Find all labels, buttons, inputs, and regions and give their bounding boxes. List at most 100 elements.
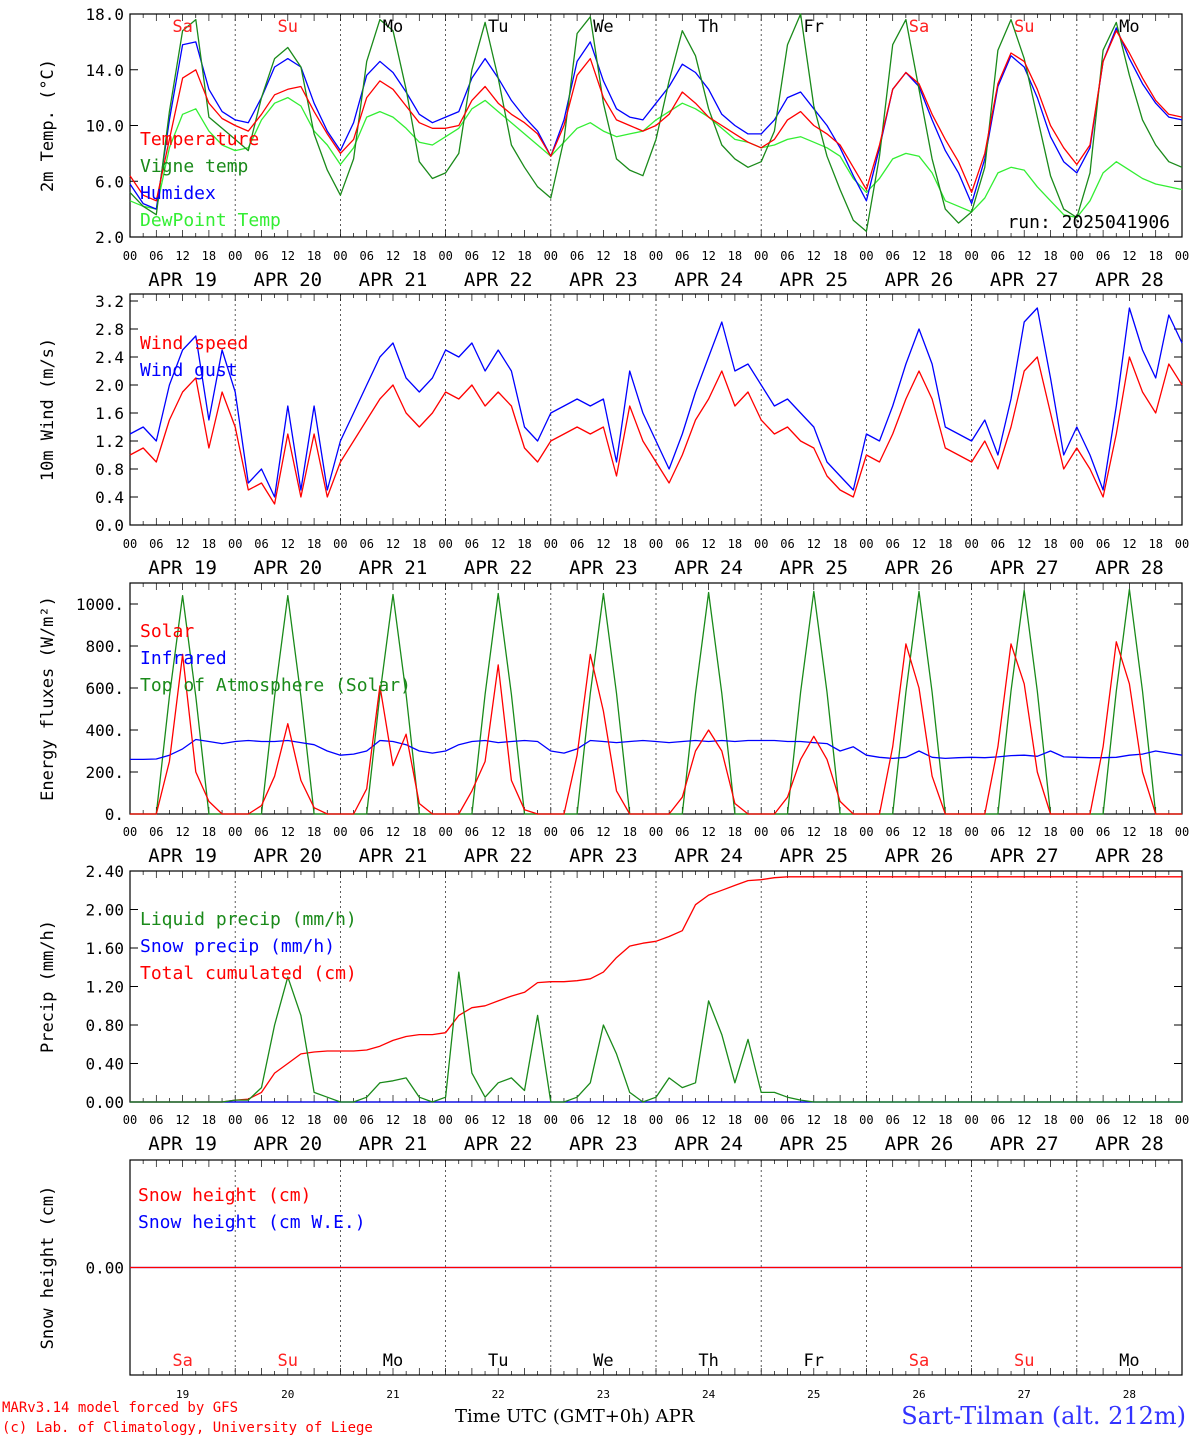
- y-tick-label: 400.: [85, 721, 124, 740]
- hour-tick-label: 00: [964, 537, 978, 551]
- hour-tick-label: 00: [1070, 1113, 1084, 1127]
- hour-tick-label: 06: [254, 537, 268, 551]
- hour-tick-label: 18: [412, 1113, 426, 1127]
- y-tick-label: 0.40: [85, 1055, 124, 1074]
- hour-tick-label: 06: [359, 825, 373, 839]
- day-number: 27: [1018, 1388, 1031, 1401]
- hour-tick-label: 12: [386, 537, 400, 551]
- day-number: 20: [281, 1388, 294, 1401]
- hour-tick-label: 06: [675, 537, 689, 551]
- hour-tick-label: 12: [1017, 537, 1031, 551]
- legend-entry: Top of Atmosphere (Solar): [140, 675, 411, 696]
- hour-tick-label: 00: [228, 825, 242, 839]
- hour-tick-label: 12: [386, 249, 400, 263]
- y-tick-label: 0.80: [85, 1016, 124, 1035]
- y-tick-label: 18.0: [85, 5, 124, 24]
- hour-tick-label: 12: [701, 249, 715, 263]
- y-tick-label: 2.4: [95, 348, 124, 367]
- date-label: APR 21: [359, 845, 428, 867]
- date-label: APR 27: [990, 269, 1059, 291]
- weekday-label: Fr: [804, 17, 824, 37]
- hour-tick-label: 00: [544, 249, 558, 263]
- y-tick-label: 200.: [85, 763, 124, 782]
- hour-tick-label: 06: [465, 249, 479, 263]
- hour-tick-label: 06: [991, 1113, 1005, 1127]
- hour-tick-label: 12: [596, 825, 610, 839]
- series-line: [130, 738, 1183, 761]
- hour-tick-label: 00: [1175, 825, 1189, 839]
- legend-entry: Infrared: [140, 648, 227, 669]
- y-tick-label: 3.2: [95, 292, 124, 311]
- hour-tick-label: 18: [1043, 537, 1057, 551]
- hour-tick-label: 06: [359, 249, 373, 263]
- series-line: [129, 13, 1183, 233]
- weekday-label: Mo: [383, 1351, 403, 1371]
- hour-tick-label: 12: [596, 249, 610, 263]
- hour-tick-label: 18: [202, 537, 216, 551]
- date-label: APR 19: [148, 557, 217, 579]
- weekday-label: Su: [1014, 1351, 1034, 1371]
- date-label: APR 24: [674, 845, 743, 867]
- y-tick-label: 0.00: [85, 1093, 124, 1112]
- hour-tick-label: 06: [991, 249, 1005, 263]
- hour-tick-label: 00: [754, 249, 768, 263]
- hour-tick-label: 12: [1122, 825, 1136, 839]
- date-label: APR 24: [674, 1133, 743, 1155]
- date-label: APR 20: [253, 845, 322, 867]
- y-tick-label: 0.: [105, 805, 124, 824]
- y-axis-label: 2m Temp. (°C): [38, 59, 58, 192]
- series-line: [130, 641, 1182, 815]
- y-tick-label: 2.8: [95, 320, 124, 339]
- hour-tick-label: 00: [123, 537, 137, 551]
- hour-tick-label: 12: [701, 1113, 715, 1127]
- y-tick-label: 0.0: [95, 516, 124, 535]
- legend-entry: Snow height (cm): [138, 1185, 311, 1206]
- hour-tick-label: 00: [333, 537, 347, 551]
- hour-tick-label: 06: [1096, 825, 1110, 839]
- hour-tick-label: 18: [1148, 537, 1162, 551]
- hour-tick-label: 06: [254, 249, 268, 263]
- y-tick-label: 0.00: [85, 1259, 124, 1278]
- hour-tick-label: 00: [859, 825, 873, 839]
- date-label: APR 24: [674, 269, 743, 291]
- hour-tick-label: 12: [175, 537, 189, 551]
- y-tick-label: 2.0: [95, 376, 124, 395]
- hour-tick-label: 06: [254, 825, 268, 839]
- day-number: 21: [386, 1388, 399, 1401]
- hour-tick-label: 12: [701, 825, 715, 839]
- hour-tick-label: 06: [1096, 537, 1110, 551]
- hour-tick-label: 12: [175, 249, 189, 263]
- hour-tick-label: 12: [807, 249, 821, 263]
- day-number: 26: [912, 1388, 925, 1401]
- date-label: APR 23: [569, 1133, 638, 1155]
- hour-tick-label: 18: [938, 537, 952, 551]
- hour-tick-label: 06: [780, 249, 794, 263]
- date-label: APR 26: [885, 845, 954, 867]
- hour-tick-label: 00: [544, 825, 558, 839]
- y-axis-label: Precip (mm/h): [38, 920, 58, 1053]
- weekday-label: Sa: [172, 17, 192, 37]
- hour-tick-label: 18: [307, 1113, 321, 1127]
- date-label: APR 19: [148, 269, 217, 291]
- hour-tick-label: 06: [885, 249, 899, 263]
- legend-entry: Snow height (cm W.E.): [138, 1212, 366, 1233]
- series-line: [130, 971, 1182, 1103]
- day-number: 22: [492, 1388, 505, 1401]
- hour-tick-label: 18: [728, 825, 742, 839]
- hour-tick-label: 18: [517, 1113, 531, 1127]
- date-label: APR 22: [464, 557, 533, 579]
- hour-tick-label: 18: [412, 825, 426, 839]
- hour-tick-label: 00: [333, 249, 347, 263]
- hour-tick-label: 06: [780, 825, 794, 839]
- legend-entry: Vigne temp: [140, 156, 248, 177]
- hour-tick-label: 00: [859, 1113, 873, 1127]
- hour-tick-label: 06: [570, 1113, 584, 1127]
- hour-tick-label: 12: [491, 825, 505, 839]
- y-tick-label: 1000.: [76, 595, 124, 614]
- hour-tick-label: 00: [649, 825, 663, 839]
- y-tick-label: 0.8: [95, 460, 124, 479]
- date-label: APR 26: [885, 1133, 954, 1155]
- hour-tick-label: 18: [202, 249, 216, 263]
- y-tick-label: 2.00: [85, 901, 124, 920]
- hour-tick-label: 12: [912, 1113, 926, 1127]
